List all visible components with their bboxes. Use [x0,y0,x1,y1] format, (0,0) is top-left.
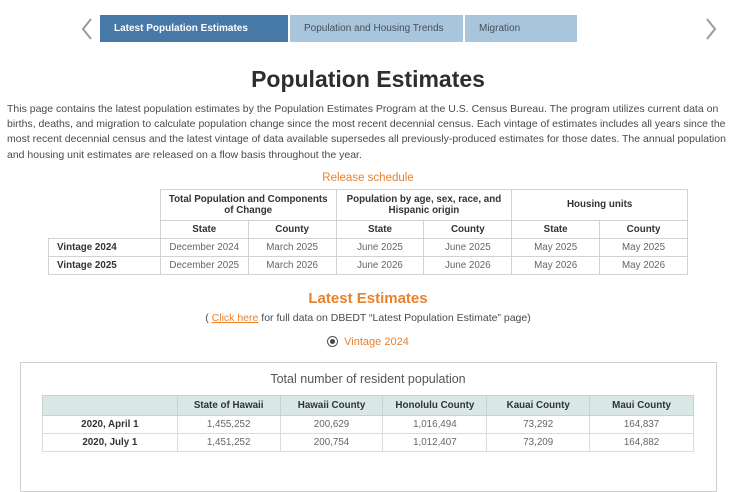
chevron-right-icon[interactable] [704,16,718,47]
cell: 73,292 [486,414,591,434]
cell: 200,629 [279,414,384,434]
col-header: Hawaii County [279,394,384,416]
row-label: Vintage 2024 [48,237,161,257]
cell: May 2026 [511,255,601,275]
col-header: State of Hawaii [176,394,281,416]
page-title: Population Estimates [251,66,485,92]
tab-latest-population-estimates[interactable]: Latest Population Estimates [100,15,288,42]
cell: 200,754 [279,432,384,452]
corner-cell [49,189,161,238]
row-label: 2020, July 1 [42,432,178,452]
table-row: Vintage 2025 December 2025 March 2026 Ju… [48,255,688,275]
cell: 1,012,407 [382,432,488,452]
tab-label: Migration [479,23,521,34]
cell: 1,455,252 [176,414,281,434]
tab-migration[interactable]: Migration [465,15,577,42]
table-row: 2020, April 1 1,455,252 200,629 1,016,49… [42,414,694,434]
cell: 1,016,494 [382,414,488,434]
chevron-left-icon[interactable] [80,16,94,47]
group-header: Housing units [511,188,688,221]
sub-header: County [247,219,337,239]
latest-estimates-heading: Latest Estimates [308,289,428,307]
latest-estimates-note: ( Click here for full data on DBEDT “Lat… [0,312,736,324]
cell: December 2024 [159,237,249,257]
group-header: Population by age, sex, race, and Hispan… [335,188,513,221]
sub-header: County [423,219,513,239]
tab-label: Population and Housing Trends [304,23,444,34]
cell: 164,882 [589,432,694,452]
cell: June 2026 [335,255,425,275]
click-here-link[interactable]: Click here [211,311,259,324]
vintage-radio-label[interactable]: Vintage 2024 [344,335,409,348]
tab-population-and-housing-trends[interactable]: Population and Housing Trends [290,15,463,42]
group-header: Total Population and Components of Chang… [159,188,337,221]
cell: 1,451,252 [176,432,281,452]
col-header [42,394,178,416]
row-label: Vintage 2025 [48,255,161,275]
sub-header: State [159,219,249,239]
population-table-title: Total number of resident population [270,371,466,386]
tab-label: Latest Population Estimates [114,23,248,34]
sub-header: County [599,219,688,239]
cell: June 2025 [423,237,513,257]
cell: June 2026 [423,255,513,275]
release-schedule-table: Total Population and Components of Chang… [48,188,688,275]
col-header: Maui County [589,394,694,416]
sub-header: State [511,219,601,239]
cell: June 2025 [335,237,425,257]
cell: May 2025 [511,237,601,257]
cell: May 2025 [599,237,688,257]
cell: 164,837 [589,414,694,434]
cell: March 2025 [247,237,337,257]
vintage-radio-row: Vintage 2024 [0,336,736,348]
intro-paragraph: This page contains the latest population… [7,103,726,161]
row-label: 2020, April 1 [42,414,178,434]
release-schedule-heading: Release schedule [322,171,414,184]
note-prefix: ( [205,311,212,324]
radio-selected-icon[interactable] [327,336,339,348]
col-header: Kauai County [486,394,591,416]
table-row: Vintage 2024 December 2024 March 2025 Ju… [48,237,688,257]
table-row: 2020, July 1 1,451,252 200,754 1,012,407… [42,432,694,452]
resident-population-panel: Total number of resident population Stat… [19,361,717,492]
note-suffix: for full data on DBEDT “Latest Populatio… [258,311,531,324]
cell: December 2025 [159,255,249,275]
cell: May 2026 [599,255,688,275]
cell: March 2026 [247,255,337,275]
cell: 73,209 [486,432,591,452]
sub-header: State [335,219,425,239]
population-table: State of Hawaii Hawaii County Honolulu C… [42,394,694,452]
col-header: Honolulu County [382,394,488,416]
tab-bar: Latest Population Estimates Population a… [0,15,736,42]
